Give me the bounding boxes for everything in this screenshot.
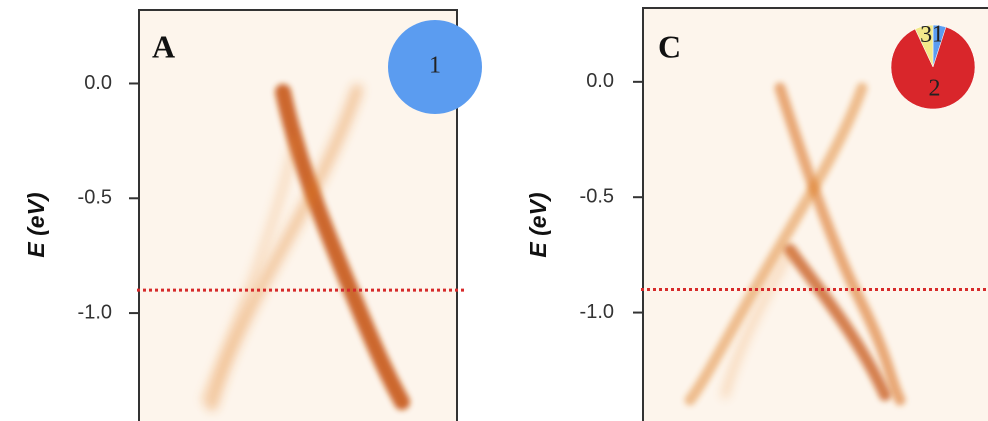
y-tick-label: 0.0: [586, 70, 614, 92]
panel-label: C: [658, 28, 681, 64]
y-tick-label: -0.5: [78, 187, 112, 209]
pie-label: 2: [928, 76, 940, 102]
pie-label: 1: [429, 53, 441, 79]
y-tick-label: -1.0: [78, 301, 112, 323]
y-tick-label: -0.5: [580, 185, 614, 207]
y-axis-label: E (eV): [525, 192, 551, 257]
figure: 0.0-0.5-1.0E (eV)A10.0-0.5-1.0E (eV)C123: [0, 0, 988, 421]
pie-label: 3: [920, 22, 932, 48]
y-tick-label: 0.0: [84, 72, 112, 94]
y-axis-label: E (eV): [23, 192, 49, 257]
panel: 0.0 -0.5 -1.0 E (eV) A 1: [23, 10, 482, 421]
y-tick-label: -1.0: [580, 301, 614, 323]
panel-label: A: [152, 28, 175, 64]
